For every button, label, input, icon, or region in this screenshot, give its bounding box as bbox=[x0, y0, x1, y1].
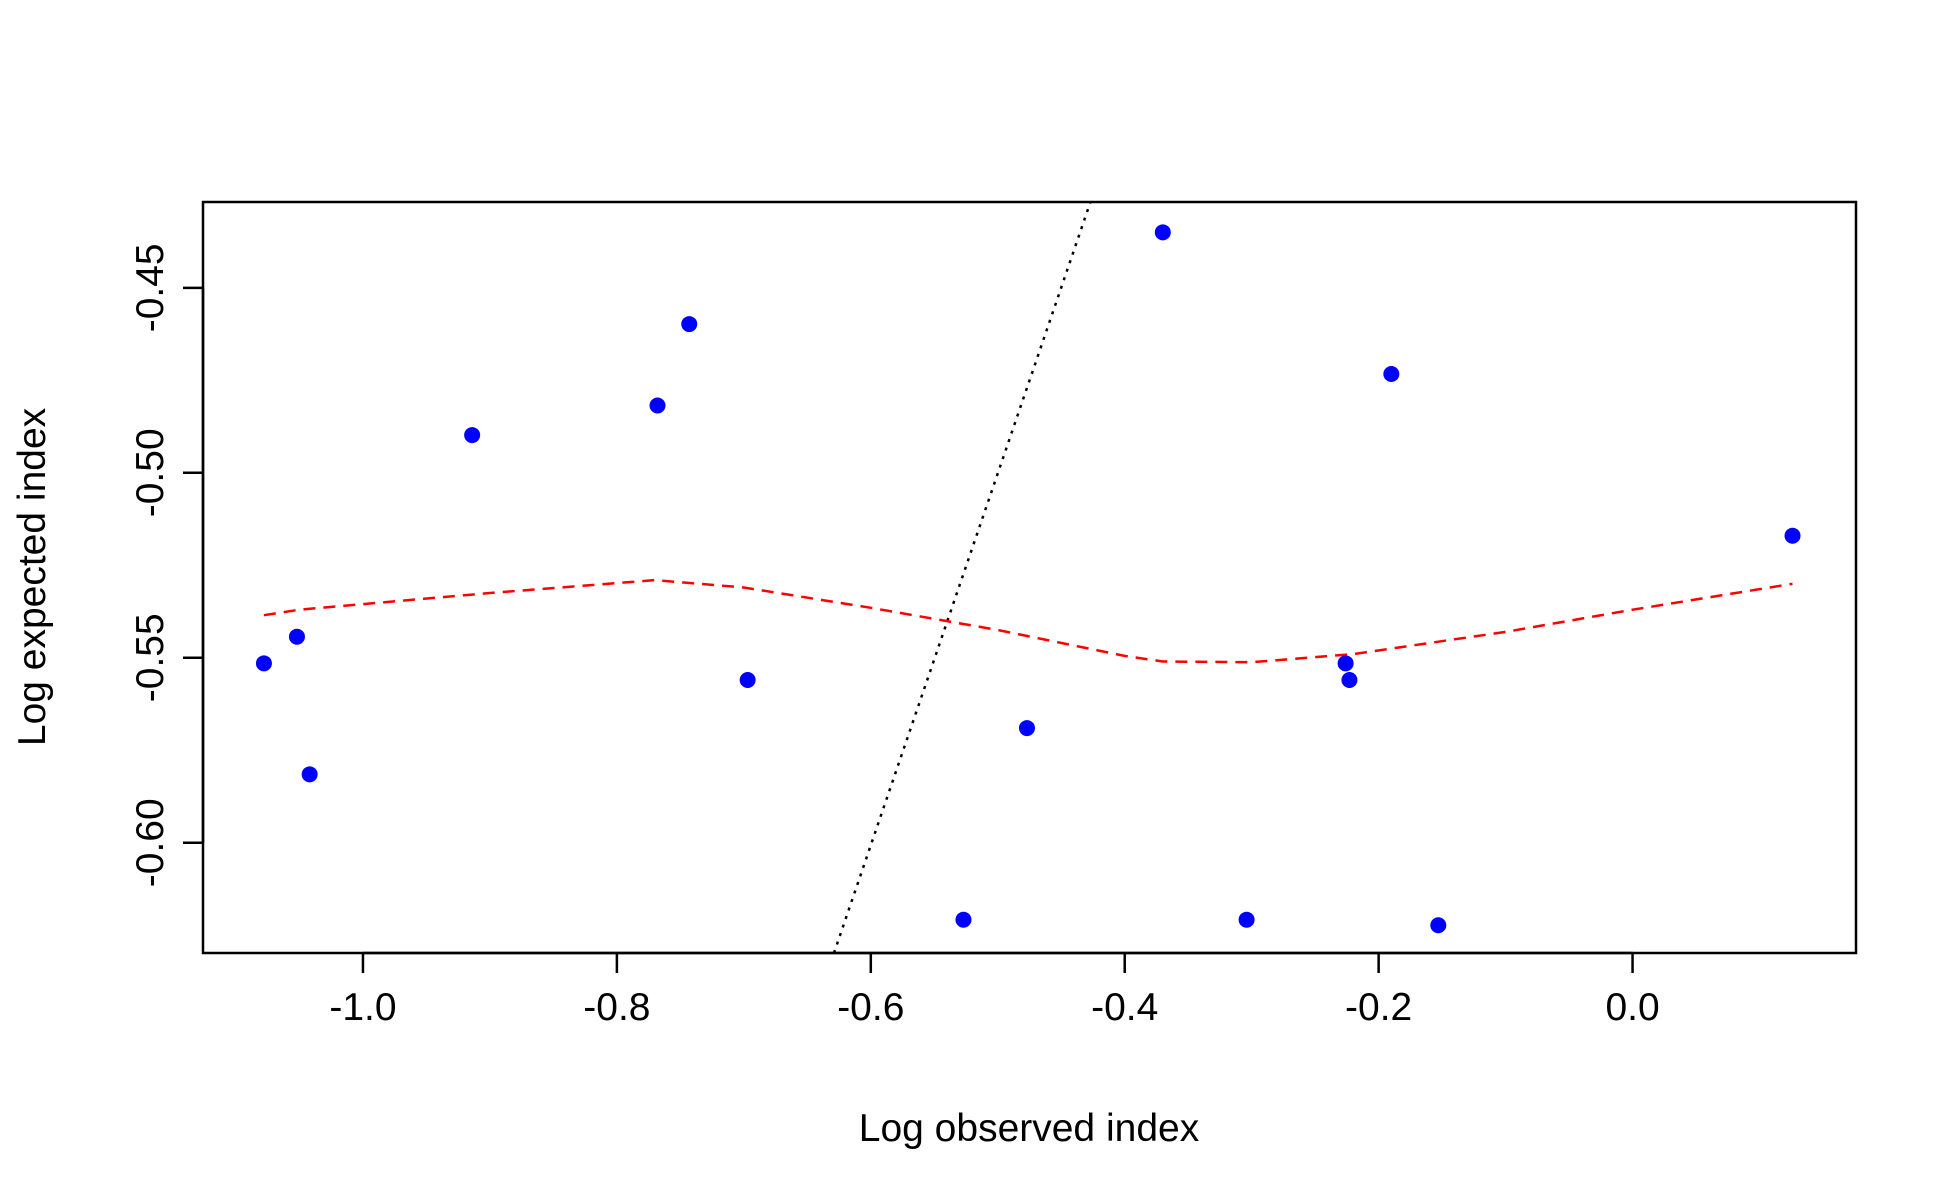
data-point bbox=[1341, 671, 1358, 688]
x-tick-label: 0.0 bbox=[1605, 986, 1659, 1029]
data-point bbox=[1383, 366, 1400, 383]
smooth-line bbox=[263, 578, 1793, 664]
data-point bbox=[301, 766, 318, 783]
data-point bbox=[739, 671, 756, 688]
x-tick-label: -0.2 bbox=[1345, 986, 1412, 1029]
data-point bbox=[955, 911, 972, 928]
y-tick-label: -0.60 bbox=[129, 798, 172, 887]
reference-line bbox=[832, 202, 1092, 953]
data-point bbox=[681, 316, 698, 333]
data-point bbox=[1784, 527, 1801, 544]
x-tick-label: -1.0 bbox=[329, 986, 396, 1029]
data-point bbox=[1238, 911, 1255, 928]
y-tick-label: -0.50 bbox=[129, 428, 172, 517]
x-tick-label: -0.6 bbox=[837, 986, 904, 1029]
x-tick-label: -0.4 bbox=[1091, 986, 1158, 1029]
plot-area bbox=[255, 202, 1801, 953]
x-axis: -1.0 -0.8 -0.6 -0.4 -0.2 0.0 bbox=[329, 951, 1660, 1029]
y-axis: -0.60 -0.55 -0.50 -0.45 bbox=[129, 243, 205, 887]
y-axis-label: Log expected index bbox=[11, 407, 54, 746]
y-tick-label: -0.55 bbox=[129, 613, 172, 702]
x-axis-label: Log observed index bbox=[859, 1107, 1200, 1150]
x-tick-label: -0.8 bbox=[583, 986, 650, 1029]
y-tick-label: -0.45 bbox=[129, 243, 172, 332]
data-point bbox=[288, 628, 305, 645]
data-point bbox=[1337, 655, 1354, 672]
data-point bbox=[1018, 720, 1035, 737]
data-point bbox=[1154, 224, 1171, 241]
data-point bbox=[255, 655, 272, 672]
data-point bbox=[649, 397, 666, 414]
data-point bbox=[1430, 917, 1447, 934]
plot-frame bbox=[201, 200, 1858, 955]
data-point bbox=[464, 427, 481, 444]
